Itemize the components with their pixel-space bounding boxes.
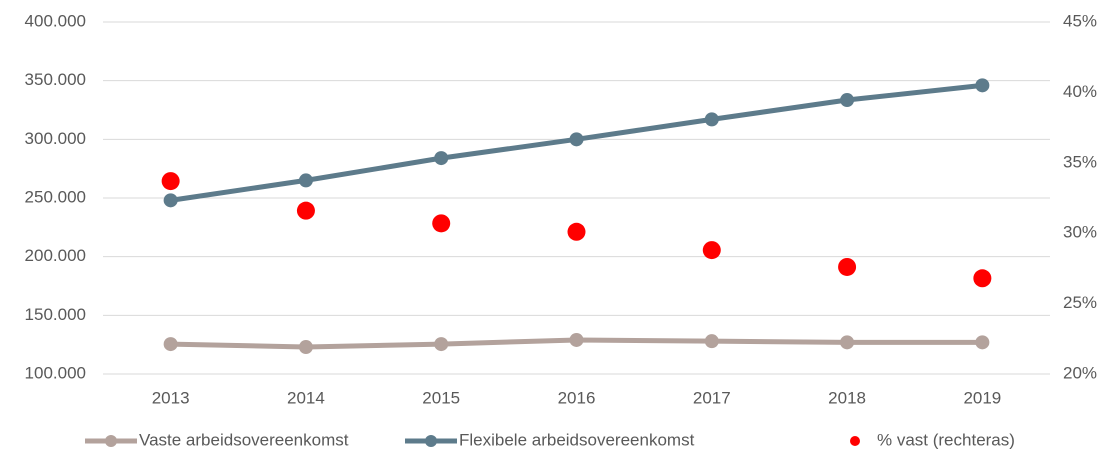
legend-label: Flexibele arbeidsovereenkomst — [459, 430, 695, 449]
point — [161, 172, 180, 191]
point — [973, 269, 992, 288]
x-tick-label: 2016 — [558, 388, 596, 407]
x-tick-label: 2015 — [422, 388, 460, 407]
marker — [840, 93, 855, 108]
y-tick-label: 150.000 — [25, 305, 86, 324]
marker — [298, 173, 313, 188]
marker — [704, 334, 719, 349]
marker — [163, 337, 178, 352]
point — [702, 241, 721, 260]
y-tick-label: 400.000 — [25, 11, 86, 30]
marker — [569, 332, 584, 347]
point — [432, 214, 451, 233]
marker — [163, 193, 178, 208]
marker — [434, 337, 449, 352]
legend-marker — [105, 435, 117, 447]
marker — [975, 335, 990, 350]
legend-marker — [850, 436, 860, 446]
y2-tick-label: 45% — [1063, 11, 1097, 30]
legend-marker — [425, 435, 437, 447]
y2-tick-label: 35% — [1063, 152, 1097, 171]
x-tick-label: 2019 — [963, 388, 1001, 407]
marker — [704, 112, 719, 127]
y-tick-label: 200.000 — [25, 246, 86, 265]
legend-label: % vast (rechteras) — [877, 430, 1015, 449]
x-tick-label: 2017 — [693, 388, 731, 407]
legend-label: Vaste arbeidsovereenkomst — [139, 430, 349, 449]
y2-tick-label: 25% — [1063, 293, 1097, 312]
marker — [840, 335, 855, 350]
y-tick-label: 250.000 — [25, 187, 86, 206]
x-tick-label: 2014 — [287, 388, 325, 407]
y2-tick-label: 40% — [1063, 82, 1097, 101]
x-tick-label: 2018 — [828, 388, 866, 407]
point — [296, 201, 315, 220]
y-tick-label: 350.000 — [25, 70, 86, 89]
point — [838, 257, 857, 276]
y-tick-label: 300.000 — [25, 129, 86, 148]
y2-tick-label: 30% — [1063, 223, 1097, 242]
y-tick-label: 100.000 — [25, 363, 86, 382]
marker — [569, 132, 584, 147]
marker — [298, 340, 313, 355]
marker — [975, 78, 990, 93]
x-tick-label: 2013 — [152, 388, 190, 407]
marker — [434, 151, 449, 166]
y2-tick-label: 20% — [1063, 363, 1097, 382]
point — [567, 222, 586, 241]
